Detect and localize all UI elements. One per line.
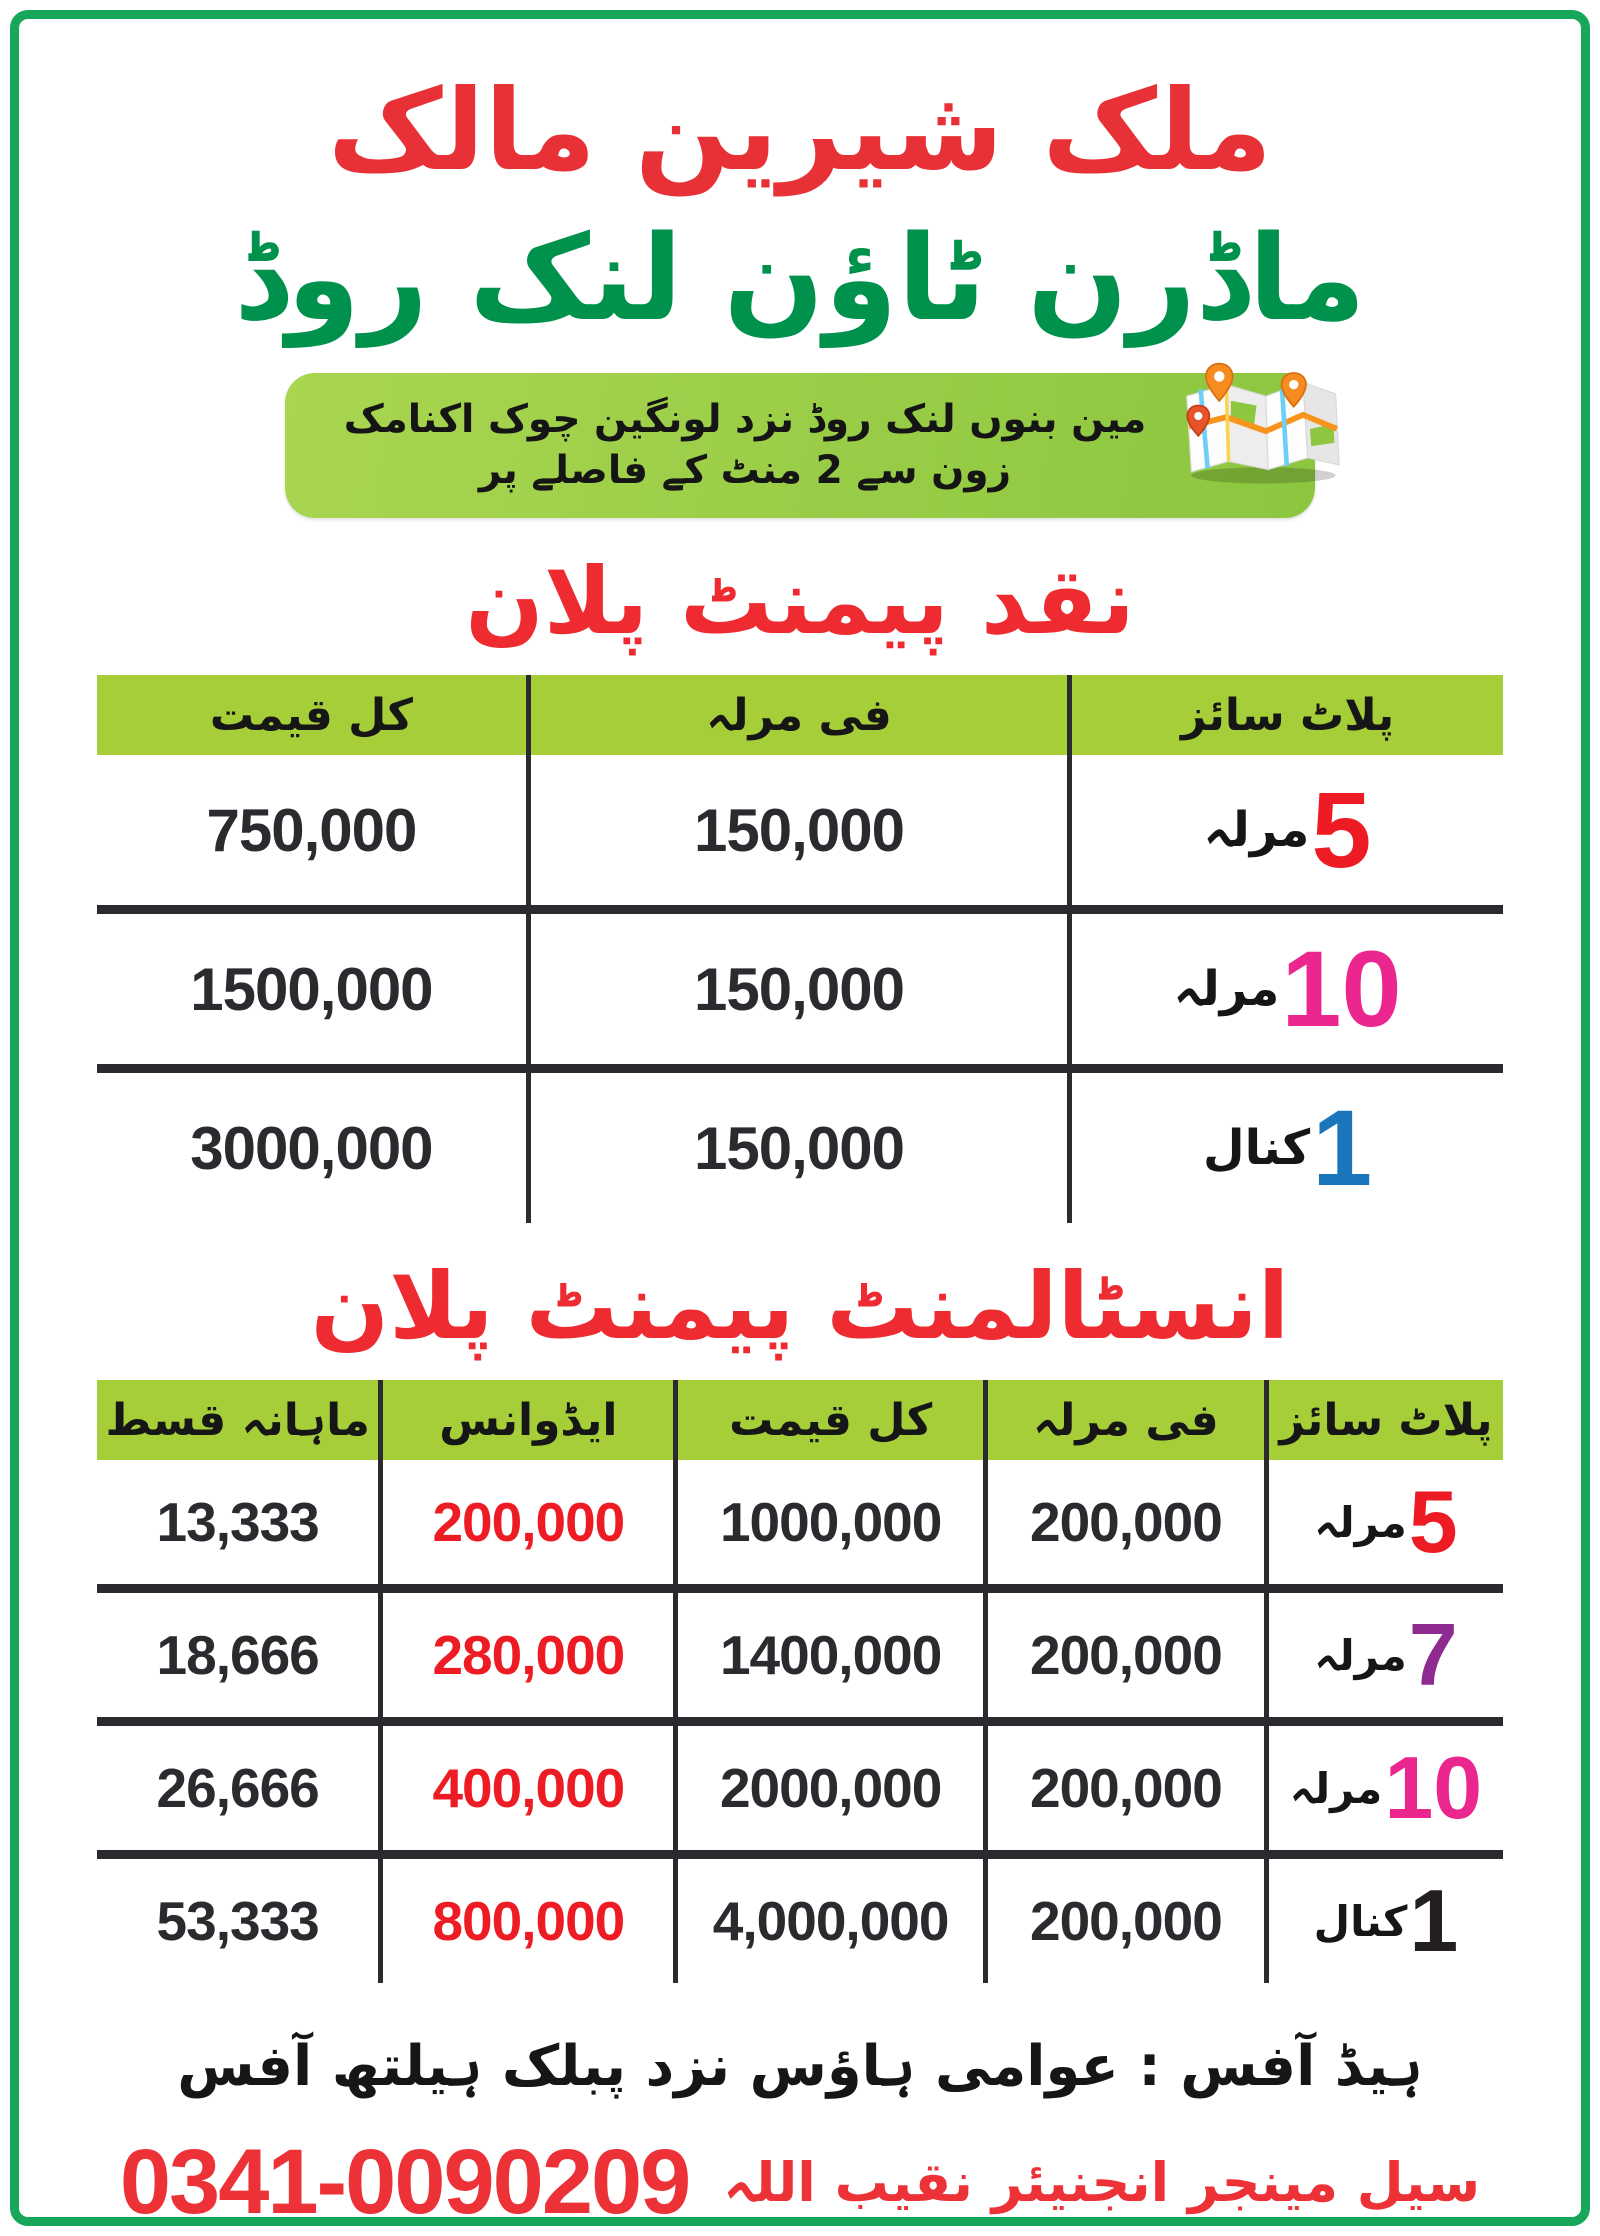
plot-size-value: 1 کنال bbox=[1202, 1087, 1373, 1209]
location-banner: مین بنوں لنک روڈ نزد لونگین چوک اکنامک ز… bbox=[285, 362, 1340, 519]
per-marla-value: 150,000 bbox=[694, 1114, 905, 1182]
plot-size-unit: مرلہ bbox=[1289, 1763, 1383, 1813]
total-price-value: 750,000 bbox=[206, 796, 417, 864]
head-office-address: ہیڈ آفس : عوامی ہاؤس نزد پبلک ہیلتھ آفس bbox=[177, 2034, 1423, 2100]
installment-table-header-row: پلاٹ سائز فی مرلہ کل قیمت ایڈوانس ماہانہ… bbox=[97, 1380, 1503, 1461]
folded-map-icon bbox=[1186, 362, 1340, 484]
plot-size-number: 5 bbox=[1311, 769, 1372, 891]
plot-size-unit: مرلہ bbox=[1314, 1497, 1407, 1547]
total-price-value: 1500,000 bbox=[190, 955, 433, 1023]
inst-header-total-price: کل قیمت bbox=[729, 1394, 933, 1446]
per-marla-value: 200,000 bbox=[1029, 1624, 1223, 1687]
total-price-value: 3000,000 bbox=[190, 1114, 433, 1182]
inst-header-per-marla: فی مرلہ bbox=[1033, 1394, 1219, 1446]
installment-plan-table: پلاٹ سائز فی مرلہ کل قیمت ایڈوانس ماہانہ… bbox=[97, 1380, 1503, 1984]
contact-phone-number: 0341-0090209 bbox=[119, 2131, 691, 2234]
inst-header-advance: ایڈوانس bbox=[439, 1394, 618, 1446]
per-marla-value: 200,000 bbox=[1029, 1890, 1223, 1953]
owner-calligraphy: ملک شیرین مالک bbox=[327, 66, 1273, 196]
plot-size-value: 5 مرلہ bbox=[1203, 769, 1372, 891]
plot-size-number: 5 bbox=[1408, 1471, 1458, 1571]
plot-size-number: 1 bbox=[1312, 1087, 1373, 1209]
per-marla-value: 200,000 bbox=[1029, 1757, 1223, 1820]
plot-size-unit: کنال bbox=[1202, 1120, 1311, 1177]
advance-value: 800,000 bbox=[432, 1890, 625, 1953]
project-title: ماڈرن ٹاؤن لنک روڈ bbox=[234, 209, 1366, 348]
plot-size-value: 7 مرلہ bbox=[1314, 1604, 1458, 1704]
plot-size-number: 10 bbox=[1384, 1737, 1483, 1837]
contact-line: سیل مینجر انجنیئر نقیب اللہ 0341-0090209 bbox=[46, 2130, 1554, 2235]
total-price-value: 2000,000 bbox=[719, 1757, 942, 1820]
plot-size-value: 10 مرلہ bbox=[1173, 928, 1402, 1050]
monthly-installment-value: 26,666 bbox=[156, 1757, 320, 1820]
installment-plan-title: انسٹالمنٹ پیمنٹ پلان bbox=[310, 1253, 1290, 1361]
plot-size-unit: کنال bbox=[1313, 1896, 1408, 1946]
plot-size-number: 1 bbox=[1409, 1870, 1459, 1970]
advance-value: 280,000 bbox=[432, 1624, 625, 1687]
monthly-installment-value: 18,666 bbox=[156, 1624, 320, 1687]
plot-size-value: 1 کنال bbox=[1313, 1870, 1459, 1970]
cash-header-total-price: کل قیمت bbox=[209, 689, 413, 741]
plot-size-unit: مرلہ bbox=[1314, 1630, 1407, 1680]
monthly-installment-value: 53,333 bbox=[156, 1890, 320, 1953]
total-price-value: 1000,000 bbox=[719, 1491, 942, 1554]
cash-table-row: 5 مرلہ 150,000 750,000 bbox=[97, 755, 1503, 915]
advance-value: 400,000 bbox=[432, 1757, 625, 1820]
location-banner-text: مین بنوں لنک روڈ نزد لونگین چوک اکنامک ز… bbox=[285, 372, 1315, 519]
cash-header-plot-size: پلاٹ سائز bbox=[1181, 689, 1395, 741]
installment-table-row: 5 مرلہ 200,000 1000,000 200,000 13,333 bbox=[97, 1460, 1503, 1594]
cash-plan-table: پلاٹ سائز فی مرلہ کل قیمت 5 مرلہ 150,000… bbox=[97, 675, 1503, 1224]
cash-table-row: 1 کنال 150,000 3000,000 bbox=[97, 1073, 1503, 1224]
inst-header-monthly: ماہانہ قسط bbox=[105, 1394, 370, 1446]
plot-size-unit: مرلہ bbox=[1203, 802, 1310, 859]
cash-header-per-marla: فی مرلہ bbox=[706, 689, 892, 741]
advance-value: 200,000 bbox=[432, 1491, 625, 1554]
total-price-value: 4,000,000 bbox=[712, 1890, 950, 1953]
plot-size-value: 10 مرلہ bbox=[1289, 1737, 1483, 1837]
cash-table-row: 10 مرلہ 150,000 1500,000 bbox=[97, 914, 1503, 1074]
plot-size-unit: مرلہ bbox=[1173, 961, 1280, 1018]
plot-size-value: 5 مرلہ bbox=[1314, 1471, 1458, 1571]
per-marla-value: 200,000 bbox=[1029, 1491, 1223, 1554]
monthly-installment-value: 13,333 bbox=[156, 1491, 320, 1554]
cash-plan-title: نقد پیمنٹ پلان bbox=[465, 548, 1135, 656]
inst-header-plot-size: پلاٹ سائز bbox=[1279, 1394, 1493, 1446]
installment-table-row: 7 مرلہ 200,000 1400,000 280,000 18,666 bbox=[97, 1593, 1503, 1727]
cash-table-header-row: پلاٹ سائز فی مرلہ کل قیمت bbox=[97, 675, 1503, 756]
installment-table-row: 1 کنال 200,000 4,000,000 800,000 53,333 bbox=[97, 1859, 1503, 1984]
contact-person-name: سیل مینجر انجنیئر نقیب اللہ bbox=[723, 2151, 1481, 2215]
plot-size-number: 7 bbox=[1408, 1604, 1458, 1704]
total-price-value: 1400,000 bbox=[719, 1624, 942, 1687]
per-marla-value: 150,000 bbox=[694, 796, 905, 864]
installment-table-row: 10 مرلہ 200,000 2000,000 400,000 26,666 bbox=[97, 1726, 1503, 1860]
plot-size-number: 10 bbox=[1281, 928, 1402, 1050]
per-marla-value: 150,000 bbox=[694, 955, 905, 1023]
